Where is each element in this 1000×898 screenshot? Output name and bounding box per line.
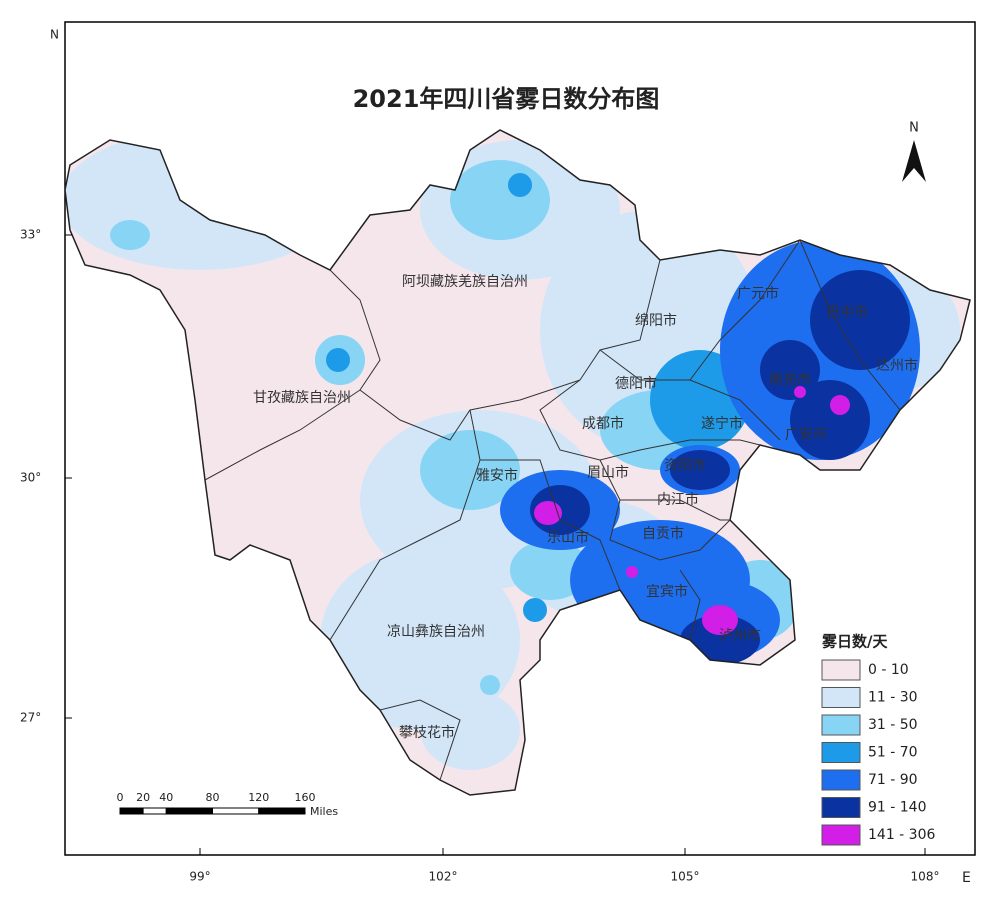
- district-boundaries: [204, 239, 901, 781]
- region-label: 凉山彝族自治州: [387, 624, 485, 640]
- region-label: 内江市: [657, 491, 699, 508]
- latitude-label: 30°: [20, 471, 41, 485]
- region-label: 广安市: [785, 426, 827, 443]
- class-zone: [760, 340, 820, 400]
- class-zone: [626, 566, 638, 578]
- legend-swatch: [821, 687, 861, 708]
- class-zone: [790, 380, 870, 460]
- class-zone: [830, 395, 850, 415]
- scale-tick-label: 0: [117, 791, 124, 804]
- class-zone: [110, 220, 150, 250]
- map-frame: [64, 21, 976, 856]
- class-zone: [450, 160, 550, 240]
- region-label: 雅安市: [476, 467, 518, 484]
- scale-unit: Miles: [310, 805, 338, 818]
- legend-label: 71 - 90: [868, 772, 918, 788]
- legend-label: 11 - 30: [868, 690, 918, 706]
- scale-tick-label: 80: [206, 791, 220, 804]
- map-title: 2021年四川省雾日数分布图: [353, 85, 660, 113]
- north-arrow: [902, 140, 926, 182]
- class-zone: [480, 675, 500, 695]
- latitude-label: 27°: [20, 711, 41, 725]
- latitude-label: 33°: [20, 228, 41, 242]
- longitude-label: 108°: [911, 870, 940, 884]
- region-label: 泸州市: [719, 627, 761, 644]
- region-label: 阿坝藏族羌族自治州: [402, 274, 528, 290]
- region-label: 遂宁市: [701, 415, 743, 432]
- region-label: 南充市: [769, 371, 811, 388]
- class-zone: [326, 348, 350, 372]
- north-arrow-label: N: [909, 121, 919, 136]
- longitude-label: 99°: [189, 870, 210, 884]
- class-zone: [523, 598, 547, 622]
- region-label: 甘孜藏族自治州: [253, 390, 351, 406]
- class-zone: [420, 430, 520, 510]
- region-label: 宜宾市: [646, 583, 688, 600]
- region-label: 乐山市: [547, 529, 589, 546]
- scale-tick-label: 40: [159, 791, 173, 804]
- scale-tick-label: 20: [136, 791, 150, 804]
- scale-tick-label: 160: [295, 791, 316, 804]
- class-zone: [702, 605, 738, 635]
- frame-east: E: [962, 870, 971, 886]
- class-zone: [794, 386, 806, 398]
- legend-swatch: [821, 659, 861, 681]
- region-label: 广元市: [737, 285, 779, 302]
- scale-segment: [165, 807, 213, 815]
- region-label: 攀枝花市: [399, 724, 455, 741]
- class-zone: [670, 450, 730, 490]
- region-label: 资阳市: [664, 457, 706, 474]
- region-label: 自贡市: [642, 525, 684, 542]
- legend-swatch: [821, 797, 861, 818]
- class-zone: [510, 540, 590, 600]
- class-zone: [810, 270, 910, 370]
- longitude-label: 105°: [671, 870, 700, 884]
- longitude-label: 102°: [429, 870, 458, 884]
- legend-label: 51 - 70: [868, 745, 918, 761]
- scale-segment: [212, 807, 260, 815]
- frame-north: N: [50, 28, 59, 42]
- scale-segment: [119, 807, 144, 815]
- legend-swatch: [821, 824, 861, 846]
- legend-swatch: [821, 714, 861, 736]
- class-zone: [508, 173, 532, 197]
- class-zone: [65, 130, 340, 270]
- region-label: 绵阳市: [635, 312, 677, 329]
- class-zone: [320, 550, 520, 730]
- scale-segment: [258, 807, 306, 815]
- region-label: 眉山市: [587, 464, 629, 481]
- region-label: 巴中市: [826, 304, 868, 321]
- legend-label: 0 - 10: [868, 662, 909, 678]
- scale-segment: [142, 807, 167, 815]
- legend-swatch: [821, 742, 861, 763]
- class-zone: [534, 501, 562, 525]
- region-label: 德阳市: [615, 375, 657, 392]
- class-zone: [420, 690, 520, 770]
- scale-tick-label: 120: [248, 791, 269, 804]
- legend-title: 雾日数/天: [821, 633, 888, 651]
- region-label: 成都市: [582, 415, 624, 432]
- legend-label: 31 - 50: [868, 717, 918, 733]
- legend-label: 91 - 140: [868, 800, 927, 816]
- legend-swatch: [821, 769, 861, 791]
- region-label: 达州市: [876, 357, 918, 374]
- legend-label: 141 - 306: [868, 827, 935, 843]
